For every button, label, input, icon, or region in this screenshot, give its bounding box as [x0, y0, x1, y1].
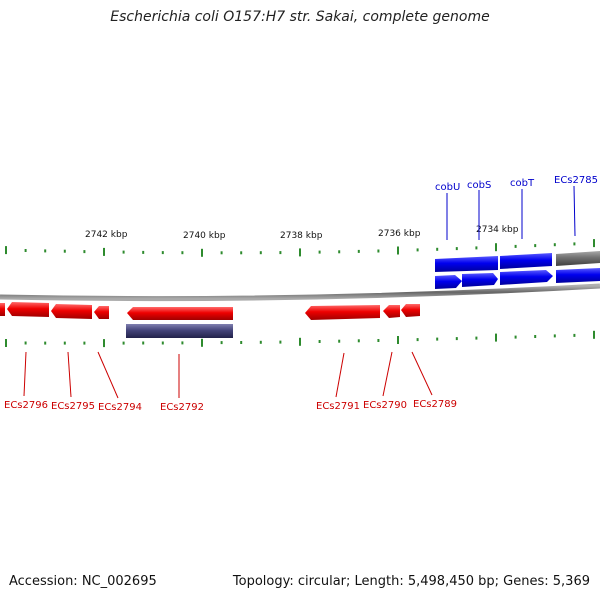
- gene-label-ecs2790[interactable]: ECs2790: [363, 400, 407, 411]
- gene-arrow-ecs2785[interactable]: [556, 268, 600, 283]
- gene-label-ecs2795[interactable]: ECs2795: [51, 401, 95, 412]
- gene-labels-bottom: ECs2796 ECs2795 ECs2794 ECs2792 ECs2791 …: [4, 399, 457, 413]
- gene-arrow-cobs[interactable]: [462, 273, 498, 287]
- gene-label-ecs2796[interactable]: ECs2796: [4, 400, 48, 411]
- gene-labels-top: cobU cobS cobT ECs2785: [435, 175, 598, 193]
- gene-arrow-cobu[interactable]: [435, 275, 462, 289]
- gene-arrow-ecs2795[interactable]: [51, 304, 92, 319]
- scale-ticks-top: [5, 239, 595, 257]
- gene-label-cobs[interactable]: cobS: [467, 180, 491, 191]
- gene-arrow-forward[interactable]: [435, 256, 498, 272]
- bottom-label-leaders: [23, 351, 433, 399]
- forward-strand-genes: [435, 253, 600, 289]
- gene-arrow-partial[interactable]: [0, 303, 5, 316]
- genome-backbone: [0, 283, 600, 302]
- gene-label-ecs2785[interactable]: ECs2785: [554, 175, 598, 186]
- gene-label-ecs2792[interactable]: ECs2792: [160, 402, 204, 413]
- gene-arrow-ecs2790[interactable]: [383, 305, 400, 318]
- scale-label: 2742 kbp: [85, 230, 128, 240]
- feature-bar-navy[interactable]: [126, 324, 233, 338]
- gene-label-cobt[interactable]: cobT: [510, 178, 535, 189]
- gene-arrow-ecs2789[interactable]: [401, 304, 420, 317]
- gene-arrow-ecs2794[interactable]: [94, 306, 109, 319]
- gene-label-cobu[interactable]: cobU: [435, 182, 460, 193]
- other-features: [126, 251, 600, 338]
- genome-title: Escherichia coli O157:H7 str. Sakai, com…: [110, 9, 490, 25]
- scale-label: 2740 kbp: [183, 231, 226, 241]
- accession-text: Accession: NC_002695: [9, 574, 157, 589]
- gene-arrow-cobt[interactable]: [500, 270, 553, 285]
- scale-labels: 2742 kbp 2740 kbp 2738 kbp 2736 kbp 2734…: [85, 225, 519, 241]
- gene-arrow-ecs2796[interactable]: [7, 302, 49, 317]
- gene-label-ecs2789[interactable]: ECs2789: [413, 399, 457, 410]
- gene-label-ecs2794[interactable]: ECs2794: [98, 402, 142, 413]
- scale-ticks-bottom: [5, 330, 595, 348]
- reverse-strand-genes: [0, 302, 420, 320]
- gene-arrow-ecs2792[interactable]: [127, 307, 233, 320]
- scale-label: 2736 kbp: [378, 229, 421, 239]
- gene-arrow-ecs2791[interactable]: [305, 305, 380, 320]
- top-label-leaders: [446, 185, 576, 240]
- feature-bar-gray[interactable]: [556, 251, 600, 266]
- gene-label-ecs2791[interactable]: ECs2791: [316, 401, 360, 412]
- scale-label: 2738 kbp: [280, 231, 323, 241]
- scale-label: 2734 kbp: [476, 225, 519, 235]
- gene-arrow-forward[interactable]: [500, 253, 552, 269]
- genome-summary-text: Topology: circular; Length: 5,498,450 bp…: [232, 574, 590, 589]
